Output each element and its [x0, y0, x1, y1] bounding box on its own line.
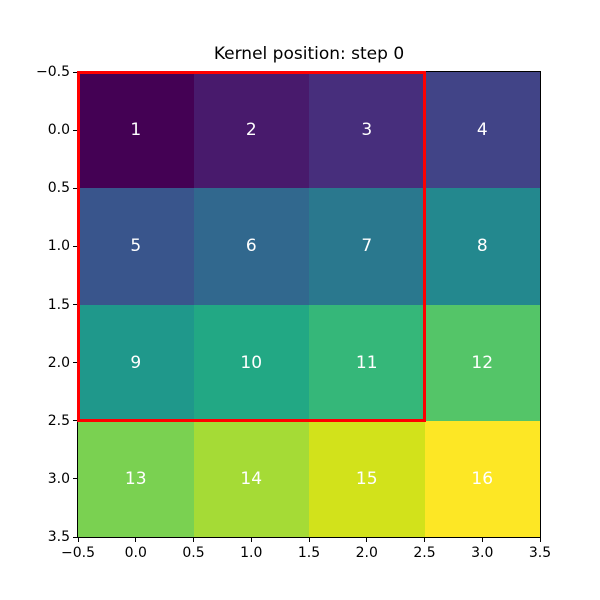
x-tick-mark — [77, 538, 79, 542]
x-tick-mark — [424, 538, 425, 542]
x-tick-label: 3.0 — [471, 545, 494, 561]
heatmap-cell: 10 — [193, 304, 309, 421]
x-tick-mark — [481, 538, 483, 542]
y-tick-mark — [73, 129, 77, 131]
y-tick-mark — [73, 420, 77, 422]
x-tick-label: 1.0 — [240, 545, 263, 561]
cell-value: 10 — [240, 352, 263, 373]
heatmap-cell: 3 — [309, 72, 425, 189]
cell-value: 4 — [476, 120, 488, 141]
heatmap-cell: 11 — [309, 304, 425, 421]
cell-value: 7 — [361, 236, 373, 257]
y-tick-label: 0.0 — [47, 122, 70, 139]
heatmap-cell: 9 — [78, 304, 194, 421]
cell-value: 16 — [471, 468, 494, 489]
x-tick-mark — [366, 538, 368, 542]
heatmap-cell: 15 — [309, 420, 425, 537]
heatmap-cell: 2 — [193, 72, 309, 189]
x-tick-mark — [539, 538, 541, 542]
y-tick-label: 3.0 — [47, 470, 70, 487]
heatmap-cell: 8 — [424, 188, 540, 305]
y-tick-mark — [73, 187, 77, 189]
heatmap-cell: 4 — [424, 72, 540, 189]
y-tick-mark — [73, 245, 77, 247]
y-tick-label: 1.5 — [47, 296, 70, 313]
cell-value: 5 — [130, 236, 142, 257]
plot-title: Kernel position: step 0 — [213, 44, 405, 64]
x-tick-mark — [135, 538, 137, 542]
x-tick-label: 0.0 — [124, 545, 147, 561]
y-tick-mark — [73, 478, 77, 480]
heatmap-cell: 14 — [193, 420, 309, 537]
cell-value: 1 — [130, 120, 142, 141]
heatmap-cell: 6 — [193, 188, 309, 305]
heatmap-cell: 16 — [424, 420, 540, 537]
x-tick-label: 1.5 — [297, 545, 321, 561]
cell-value: 3 — [361, 120, 373, 141]
y-tick-label: 2.0 — [47, 354, 70, 371]
y-tick-label: 1.0 — [47, 238, 70, 255]
cell-value: 14 — [240, 468, 263, 489]
cell-value: 2 — [245, 120, 257, 141]
heatmap-cell: 7 — [309, 188, 425, 305]
x-tick-label: 3.5 — [528, 545, 552, 561]
x-tick-label: 2.0 — [355, 545, 378, 561]
cell-value: 15 — [355, 468, 378, 489]
heatmap-cell: 13 — [78, 420, 194, 537]
x-tick-mark — [193, 538, 194, 542]
x-tick-label: −0.5 — [61, 545, 95, 561]
x-tick-mark — [250, 538, 252, 542]
heatmap-cell: 5 — [78, 188, 194, 305]
heatmap-cell: 1 — [78, 72, 194, 189]
cell-value: 11 — [355, 352, 378, 373]
y-tick-mark — [73, 362, 77, 364]
heatmap-cell: 12 — [424, 304, 540, 421]
y-tick-mark — [73, 71, 77, 73]
cell-value: 8 — [476, 236, 488, 257]
y-tick-mark — [73, 304, 77, 305]
y-tick-mark — [73, 536, 77, 538]
x-tick-label: 2.5 — [413, 545, 436, 561]
axes-area: 1 2 3 4 5 6 7 8 9 10 11 12 13 14 15 16 −0.5 0.0 0.5 1.0 1.5… — [36, 65, 551, 561]
y-tick-label: 2.5 — [47, 412, 70, 429]
heatmap-grid: 1 2 3 4 5 6 7 8 9 10 11 12 13 14 15 16 — [78, 72, 540, 537]
y-tick-label: 0.5 — [47, 180, 70, 197]
x-tick-label: 0.5 — [182, 545, 205, 561]
y-tick-label: −0.5 — [36, 64, 70, 80]
cell-value: 13 — [124, 468, 147, 489]
cell-value: 12 — [471, 352, 494, 373]
cell-value: 6 — [245, 236, 257, 257]
x-tick-mark — [308, 538, 310, 542]
cell-value: 9 — [130, 352, 142, 373]
y-tick-label: 3.5 — [47, 529, 70, 545]
